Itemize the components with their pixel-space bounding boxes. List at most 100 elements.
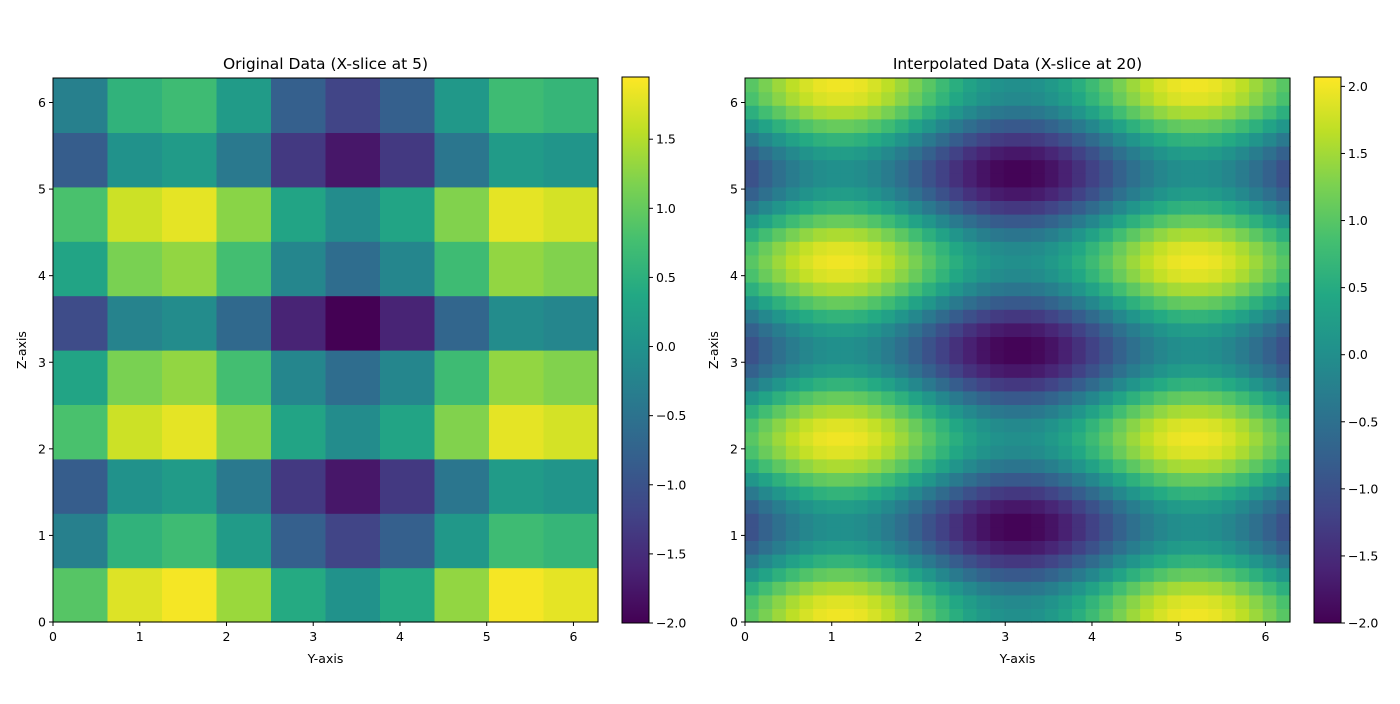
heatmap-cell xyxy=(935,581,950,596)
heatmap-cell xyxy=(990,350,1005,365)
heatmap-cell xyxy=(1126,350,1141,365)
heatmap-cell xyxy=(922,377,937,392)
heatmap-cell xyxy=(1276,214,1291,229)
heatmap-cell xyxy=(1262,472,1277,487)
heatmap-cell xyxy=(1017,554,1032,569)
heatmap-cell xyxy=(881,458,896,473)
heatmap-cell xyxy=(799,608,814,623)
heatmap-cell xyxy=(1085,594,1100,609)
heatmap-cell xyxy=(1044,227,1059,242)
heatmap-cell xyxy=(867,472,882,487)
heatmap-cell xyxy=(867,309,882,324)
heatmap-cell xyxy=(1235,581,1250,596)
heatmap-cell xyxy=(1249,472,1264,487)
heatmap-cell xyxy=(162,241,218,297)
heatmap-cell xyxy=(894,322,910,337)
heatmap-cell xyxy=(1085,390,1100,405)
heatmap-cell xyxy=(1221,390,1237,405)
heatmap-cell xyxy=(745,254,760,269)
heatmap-cell xyxy=(1262,377,1277,392)
heatmap-cell xyxy=(1249,159,1264,174)
heatmap-cell xyxy=(758,173,773,188)
heatmap-cell xyxy=(922,390,937,405)
heatmap-cell xyxy=(1085,404,1100,419)
heatmap-cell xyxy=(949,159,964,174)
heatmap-cell xyxy=(894,132,910,147)
heatmap-cell xyxy=(1153,241,1168,256)
heatmap-cell xyxy=(772,91,787,106)
heatmap-cell xyxy=(922,159,937,174)
heatmap-cell xyxy=(1085,214,1100,229)
heatmap-cell xyxy=(1262,214,1277,229)
heatmap-cell xyxy=(840,186,855,201)
heatmap-cell xyxy=(922,186,937,201)
heatmap-cell xyxy=(489,350,545,405)
heatmap-cell xyxy=(1031,390,1046,405)
heatmap-cell xyxy=(949,132,964,147)
heatmap-cell xyxy=(949,186,964,201)
colorbar-tick-label: −0.5 xyxy=(1348,414,1378,429)
heatmap-cell xyxy=(894,486,910,501)
heatmap-cell xyxy=(990,322,1005,337)
heatmap-cell xyxy=(963,554,978,569)
heatmap-cell xyxy=(1194,404,1209,419)
heatmap-cell xyxy=(840,472,855,487)
heatmap-cell xyxy=(1262,540,1277,555)
heatmap-cell xyxy=(854,200,869,215)
heatmap-cell xyxy=(949,486,964,501)
heatmap-cell xyxy=(935,499,950,514)
heatmap-cell xyxy=(380,132,436,188)
heatmap-cell xyxy=(1153,186,1168,201)
heatmap-cell xyxy=(1017,268,1032,283)
heatmap-cell xyxy=(1112,241,1128,256)
heatmap-cell xyxy=(908,418,923,433)
heatmap-cell xyxy=(745,594,760,609)
heatmap-cell xyxy=(1221,486,1237,501)
heatmap-cell xyxy=(963,513,978,528)
heatmap-cell xyxy=(107,513,163,569)
heatmap-cell xyxy=(908,390,923,405)
heatmap-cell xyxy=(1140,227,1155,242)
heatmap-cell xyxy=(990,431,1005,446)
heatmap-cell xyxy=(922,499,937,514)
heatmap-cell xyxy=(949,526,964,541)
heatmap-cell xyxy=(745,499,760,514)
heatmap-cell xyxy=(922,118,937,133)
heatmap-cell xyxy=(1181,173,1196,188)
heatmap-cell xyxy=(745,526,760,541)
heatmap-cell xyxy=(840,431,855,446)
heatmap-cell xyxy=(1112,472,1128,487)
heatmap-cell xyxy=(935,159,950,174)
heatmap-cell xyxy=(976,390,991,405)
heatmap-cell xyxy=(894,540,910,555)
heatmap-cell xyxy=(990,594,1005,609)
heatmap-cell xyxy=(1249,363,1264,378)
heatmap-cell xyxy=(1044,567,1059,582)
colorbar-tick-label: 1.5 xyxy=(656,132,676,147)
heatmap-cell xyxy=(922,146,937,161)
x-axis-label: Y-axis xyxy=(999,651,1036,666)
axes-frame xyxy=(52,77,599,623)
heatmap-cell xyxy=(53,78,109,133)
heatmap-cell xyxy=(758,526,773,541)
heatmap-cell xyxy=(894,390,910,405)
heatmap-cell xyxy=(908,159,923,174)
heatmap-cell xyxy=(1140,159,1155,174)
heatmap-cell xyxy=(1140,254,1155,269)
y-tick-label: 0 xyxy=(730,615,738,630)
heatmap-cell xyxy=(745,227,760,242)
heatmap-cell xyxy=(949,322,964,337)
heatmap-cell xyxy=(1044,526,1059,541)
heatmap-cell xyxy=(1044,554,1059,569)
heatmap-cell xyxy=(1058,404,1073,419)
heatmap-cell xyxy=(963,404,978,419)
heatmap-cell xyxy=(1221,159,1237,174)
heatmap-cell xyxy=(990,526,1005,541)
y-tick-label: 4 xyxy=(730,268,738,283)
heatmap-cell xyxy=(1140,526,1155,541)
heatmap-cell xyxy=(867,91,882,106)
heatmap-cell xyxy=(963,186,978,201)
heatmap-cell xyxy=(935,377,950,392)
heatmap-cell xyxy=(1167,214,1182,229)
heatmap-cell xyxy=(1181,390,1196,405)
